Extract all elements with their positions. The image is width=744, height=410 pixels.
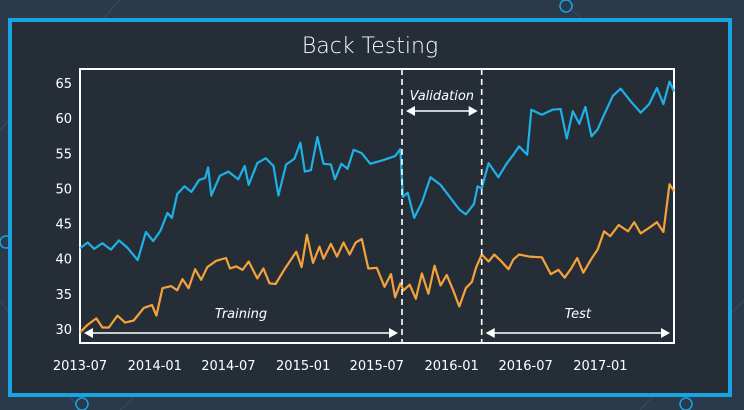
x-tick-label: 2013-07 [53, 359, 107, 374]
y-tick-label: 65 [55, 77, 72, 92]
series-line-orange [79, 183, 675, 334]
x-tick-label: 2016-07 [498, 359, 552, 374]
x-tick-label: 2014-01 [128, 359, 182, 374]
y-tick-label: 50 [55, 182, 72, 197]
segment-training-arrowhead-left [84, 328, 93, 338]
x-tick-label: 2015-01 [276, 359, 330, 374]
x-tick-label: 2014-07 [201, 359, 255, 374]
series-line-blue [79, 80, 676, 262]
segment-test-arrowhead-left [485, 328, 495, 338]
segment-test-arrowhead-right [661, 328, 670, 338]
y-tick-label: 35 [55, 288, 72, 303]
x-tick-label: 2016-01 [424, 359, 478, 374]
segment-validation-arrowhead-right [468, 106, 478, 116]
segment-training-arrowhead-right [389, 328, 399, 338]
y-tick-label: 30 [55, 323, 72, 338]
segment-test-label: Test [565, 307, 592, 322]
segment-validation-arrowhead-left [406, 106, 416, 116]
segment-validation-label: Validation [410, 89, 474, 104]
x-tick-label: 2017-01 [573, 359, 627, 374]
chart-frame: Back Testing 30 35 40 45 50 55 60 65 2013-07 2014… [8, 18, 732, 397]
back-testing-chart: 30 35 40 45 50 55 60 65 2013-07 2014-01 2014-07 201… [53, 68, 676, 374]
y-tick-label: 55 [55, 147, 72, 162]
segment-training-label: Training [215, 307, 267, 322]
y-tick-label: 45 [55, 218, 72, 233]
chart-title: Back Testing [301, 34, 439, 59]
y-tick-label: 40 [55, 253, 72, 268]
plot-border [79, 68, 675, 344]
y-tick-label: 60 [55, 112, 72, 127]
x-tick-label: 2015-07 [350, 359, 404, 374]
